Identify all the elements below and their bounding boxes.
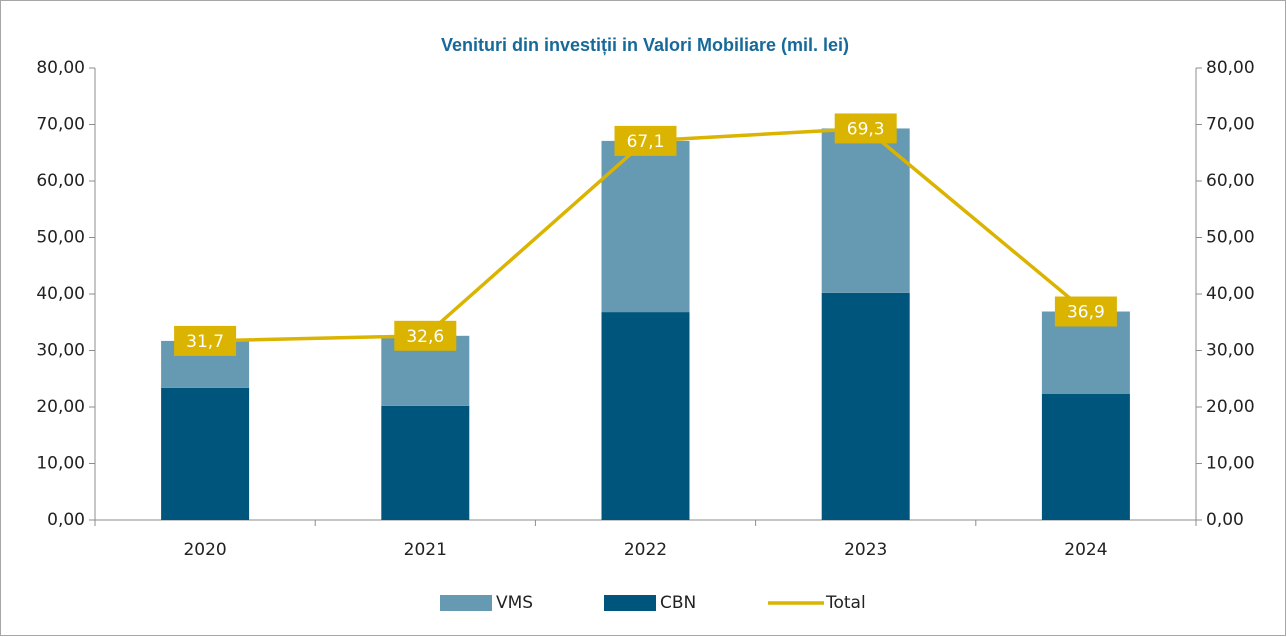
bar [161, 387, 250, 520]
bar [821, 128, 910, 293]
y-tick-label: 70,00 [36, 115, 85, 135]
data-label-box [1054, 296, 1117, 327]
y-tick-label: 80,00 [36, 58, 85, 78]
data-label: 31,7 [186, 332, 224, 352]
x-tick-label: 2022 [624, 540, 667, 560]
legend-label: CBN [660, 593, 696, 613]
legend-swatch [604, 595, 656, 611]
data-label: 36,9 [1067, 303, 1105, 323]
y-tick-label: 20,00 [36, 397, 85, 417]
y2-tick-label: 70,00 [1206, 115, 1255, 135]
data-label-box [834, 113, 897, 144]
y-tick-label: 30,00 [36, 341, 85, 361]
bar [601, 140, 690, 313]
y2-tick-label: 20,00 [1206, 397, 1255, 417]
y-tick-label: 0,00 [47, 510, 85, 530]
y2-tick-label: 50,00 [1206, 228, 1255, 248]
y-tick-label: 40,00 [36, 284, 85, 304]
bar [381, 405, 470, 520]
data-label: 32,6 [406, 327, 444, 347]
y2-tick-label: 10,00 [1206, 454, 1255, 474]
data-label-box [174, 325, 237, 356]
bar [601, 312, 690, 520]
chart-title: Venituri din investiții in Valori Mobili… [441, 35, 849, 55]
y2-tick-label: 30,00 [1206, 341, 1255, 361]
y2-tick-label: 60,00 [1206, 171, 1255, 191]
bar [821, 292, 910, 520]
x-tick-label: 2023 [844, 540, 887, 560]
y-tick-label: 10,00 [36, 454, 85, 474]
bar [1041, 394, 1130, 520]
data-label-box [614, 125, 677, 156]
y2-tick-label: 0,00 [1206, 510, 1244, 530]
data-label: 67,1 [627, 132, 665, 152]
data-label-box [394, 320, 457, 351]
y-tick-label: 50,00 [36, 228, 85, 248]
y2-tick-label: 40,00 [1206, 284, 1255, 304]
legend-swatch [440, 595, 492, 611]
data-label: 69,3 [847, 119, 885, 139]
y-tick-label: 60,00 [36, 171, 85, 191]
x-tick-label: 2024 [1064, 540, 1107, 560]
x-tick-label: 2021 [404, 540, 447, 560]
x-tick-label: 2020 [183, 540, 226, 560]
y2-tick-label: 80,00 [1206, 58, 1255, 78]
legend-label: Total [825, 593, 866, 613]
legend-label: VMS [496, 593, 533, 613]
